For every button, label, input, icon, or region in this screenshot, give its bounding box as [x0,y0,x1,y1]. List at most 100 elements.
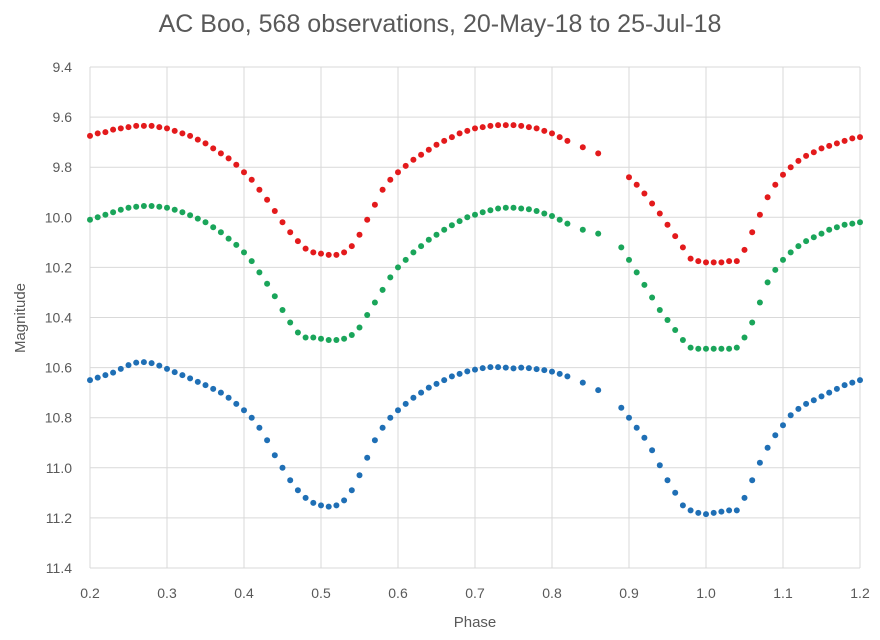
data-point-blue [371,437,378,444]
data-point-blue [664,477,671,484]
y-tick-label: 11.4 [46,560,72,576]
data-point-red [679,244,686,251]
data-point-red [241,169,247,176]
data-point-red [718,259,725,266]
data-point-blue [641,434,648,441]
data-point-red [818,145,825,152]
data-point-red [780,171,786,178]
data-point-blue [456,370,463,377]
data-point-green [510,204,517,211]
data-point-red [356,231,363,238]
chart-title: AC Boo, 568 observations, 20-May-18 to 2… [158,10,722,38]
data-point-green [210,224,217,231]
data-point-red [764,194,771,201]
data-point-blue [726,507,733,514]
data-point-blue [803,400,810,407]
data-point-green [402,256,409,263]
data-point-green [194,215,201,222]
data-point-green [564,220,571,227]
data-point-green [287,319,294,326]
data-point-blue [241,407,247,414]
data-point-green [248,258,255,265]
data-point-red [287,229,294,236]
data-point-green [410,249,417,256]
data-point-red [510,122,517,129]
data-point-red [117,125,124,132]
data-point-green [718,345,725,352]
data-point-green [664,317,671,323]
data-point-red [302,245,309,252]
data-point-blue [402,400,409,407]
data-point-blue [787,412,794,419]
data-point-red [549,130,555,137]
data-point-green [433,231,440,238]
data-point-blue [472,366,478,373]
data-point-green [641,281,648,288]
data-point-green [649,294,656,301]
data-point-red [687,255,694,262]
data-point-blue [679,502,686,509]
data-point-green [525,206,532,213]
data-point-blue [418,389,425,396]
data-point-green [325,337,332,343]
data-point-blue [271,452,278,459]
data-point-green [387,274,394,281]
data-point-red [649,200,656,207]
series-red [87,122,863,266]
data-point-blue [441,377,448,384]
data-point-blue [626,414,632,421]
data-point-red [402,162,409,169]
data-point-green [472,211,478,218]
data-point-red [187,132,194,139]
data-point-blue [703,511,709,518]
data-point-blue [102,372,109,379]
data-point-blue [194,378,201,385]
data-point-blue [171,369,178,376]
data-point-blue [133,359,140,366]
data-point-red [248,176,255,183]
data-point-green [687,344,694,351]
data-point-red [194,136,201,143]
data-point-red [695,258,702,265]
data-point-green [618,244,625,251]
data-point-red [433,141,440,148]
data-point-red [533,125,540,132]
y-tick-label: 10.8 [45,410,72,426]
data-point-red [333,251,340,258]
data-point-green [556,216,563,223]
data-point-green [102,211,109,218]
data-point-blue [125,362,132,369]
y-tick-label: 10.0 [45,209,72,225]
data-point-blue [510,365,517,372]
data-point-red [125,124,132,131]
y-tick-label: 11.0 [46,460,72,476]
data-point-red [87,132,93,139]
data-point-green [626,256,632,263]
data-point-red [156,124,163,131]
data-point-red [310,249,317,256]
data-point-blue [533,366,540,373]
data-point-green [241,249,247,256]
data-point-green [780,256,786,263]
data-point-blue [348,487,355,494]
data-point-red [849,135,856,142]
data-point-red [202,140,209,147]
data-point-green [310,334,317,341]
data-point-blue [210,385,217,392]
data-point-blue [164,365,170,372]
data-point-blue [187,375,194,382]
data-point-red [294,238,301,245]
data-point-red [464,127,471,134]
data-point-red [110,126,117,133]
data-point-blue [656,462,663,469]
data-point-blue [364,454,371,461]
data-point-red [364,216,371,223]
data-point-red [556,134,563,141]
data-points [87,122,863,518]
data-point-blue [672,489,679,496]
data-point-green [302,334,309,341]
data-point-green [87,216,93,223]
x-tick-label: 1.2 [850,585,870,601]
data-point-blue [287,477,294,484]
data-point-green [502,204,509,211]
